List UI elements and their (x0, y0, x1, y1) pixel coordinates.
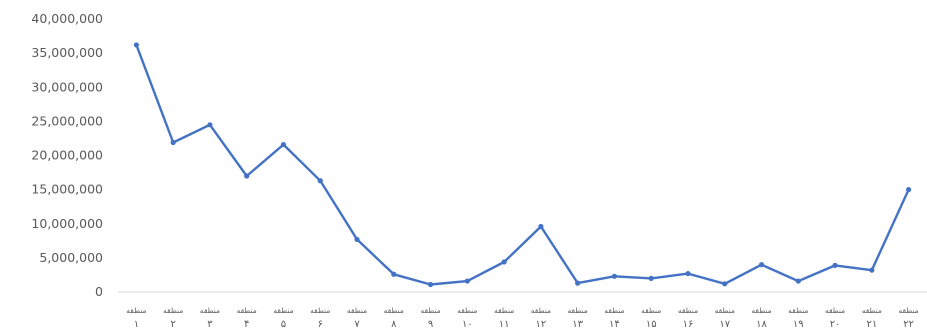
x-tick-label-number: ۷ (354, 319, 360, 330)
data-point (501, 259, 507, 265)
data-point (427, 281, 434, 288)
data-point (244, 173, 250, 179)
data-point (133, 42, 139, 48)
data-point (758, 262, 765, 268)
x-tick-label-word: منطقه (678, 306, 698, 315)
x-tick-label-number: ۵ (281, 319, 286, 330)
x-tick-label-number: ۱۶ (683, 319, 694, 330)
x-tick-label-word: منطقه (163, 306, 183, 315)
data-point (611, 273, 618, 279)
x-tick-label-word: منطقه (531, 306, 551, 315)
x-tick-label-word: منطقه (788, 306, 808, 315)
x-tick-label-word: منطقه (384, 306, 404, 315)
x-tick-label-number: ۱۵ (646, 319, 657, 330)
data-point (906, 187, 912, 193)
x-tick-label-number: ۸ (391, 319, 397, 330)
x-tick-label-number: ۴ (244, 319, 249, 330)
x-tick-label-word: منطقه (494, 306, 514, 315)
x-tick-label-word: منطقه (310, 306, 330, 315)
x-tick-label-number: ۱ (134, 319, 139, 330)
x-tick-label-number: ۱۱ (499, 319, 510, 330)
data-point (354, 236, 360, 243)
data-point (795, 278, 801, 284)
x-tick-label-word: منطقه (347, 306, 367, 315)
x-tick-label-number: ۱۸ (756, 319, 767, 330)
x-tick-label-number: ۱۰ (462, 319, 473, 330)
x-tick-label-number: ۲۲ (903, 319, 914, 330)
x-tick-label-number: ۱۲ (536, 319, 547, 330)
x-tick-label-word: منطقه (200, 306, 220, 315)
data-point (391, 271, 397, 277)
y-tick-label: 40,000,000 (31, 11, 103, 26)
y-tick-label: 25,000,000 (31, 113, 103, 128)
x-tick-label-number: ۱۳ (572, 319, 583, 330)
x-tick-label-word: منطقه (237, 306, 257, 315)
x-tick-label-word: منطقه (604, 306, 624, 315)
x-tick-label-word: منطقه (751, 306, 771, 315)
data-point (207, 122, 213, 128)
x-tick-label-number: ۱۷ (719, 319, 730, 330)
x-tick-label-word: منطقه (715, 306, 735, 315)
y-tick-label: 5,000,000 (39, 250, 103, 265)
x-tick-label-word: منطقه (825, 306, 845, 315)
x-tick-label-number: ۲ (170, 319, 175, 330)
y-tick-label: 10,000,000 (31, 216, 103, 231)
x-tick-label-word: منطقه (641, 306, 661, 315)
x-tick-label-word: منطقه (457, 306, 477, 315)
y-tick-label: 20,000,000 (31, 148, 103, 163)
data-point (464, 278, 470, 284)
x-tick-label-number: ۶ (318, 319, 323, 330)
y-tick-label: 30,000,000 (31, 79, 103, 94)
data-point (170, 139, 176, 146)
data-point (832, 262, 838, 268)
data-point (648, 275, 654, 281)
x-tick-label-word: منطقه (568, 306, 588, 315)
data-point (575, 280, 581, 286)
data-point (722, 281, 728, 287)
x-tick-label-word: منطقه (420, 306, 440, 315)
x-tick-label-number: ۲۱ (866, 319, 877, 330)
data-point (685, 270, 691, 277)
data-point (869, 267, 875, 273)
x-tick-label-number: ۳ (207, 319, 213, 330)
x-tick-label-number: ۹ (428, 319, 433, 330)
x-tick-label-word: منطقه (898, 306, 918, 315)
y-tick-label: 35,000,000 (31, 45, 103, 60)
x-tick-label-word: منطقه (126, 306, 146, 315)
data-point (317, 178, 323, 184)
x-tick-label-word: منطقه (273, 306, 293, 315)
data-point (538, 223, 544, 230)
x-tick-label-number: ۲۰ (830, 319, 841, 330)
x-tick-label-number: ۱۴ (609, 319, 620, 330)
data-point (280, 141, 287, 148)
x-tick-label-number: ۱۹ (793, 319, 804, 330)
y-tick-label: 15,000,000 (31, 182, 103, 197)
x-tick-label-word: منطقه (862, 306, 882, 315)
y-tick-label: 0 (95, 284, 103, 299)
series-line (135, 43, 910, 286)
